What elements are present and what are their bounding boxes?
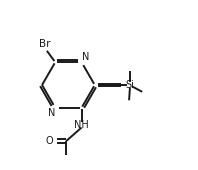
Text: N: N [48,108,55,118]
Text: O: O [46,136,53,146]
Text: Br: Br [39,39,51,49]
Text: N: N [82,52,89,62]
Text: Si: Si [126,80,134,90]
Text: NH: NH [74,120,89,130]
